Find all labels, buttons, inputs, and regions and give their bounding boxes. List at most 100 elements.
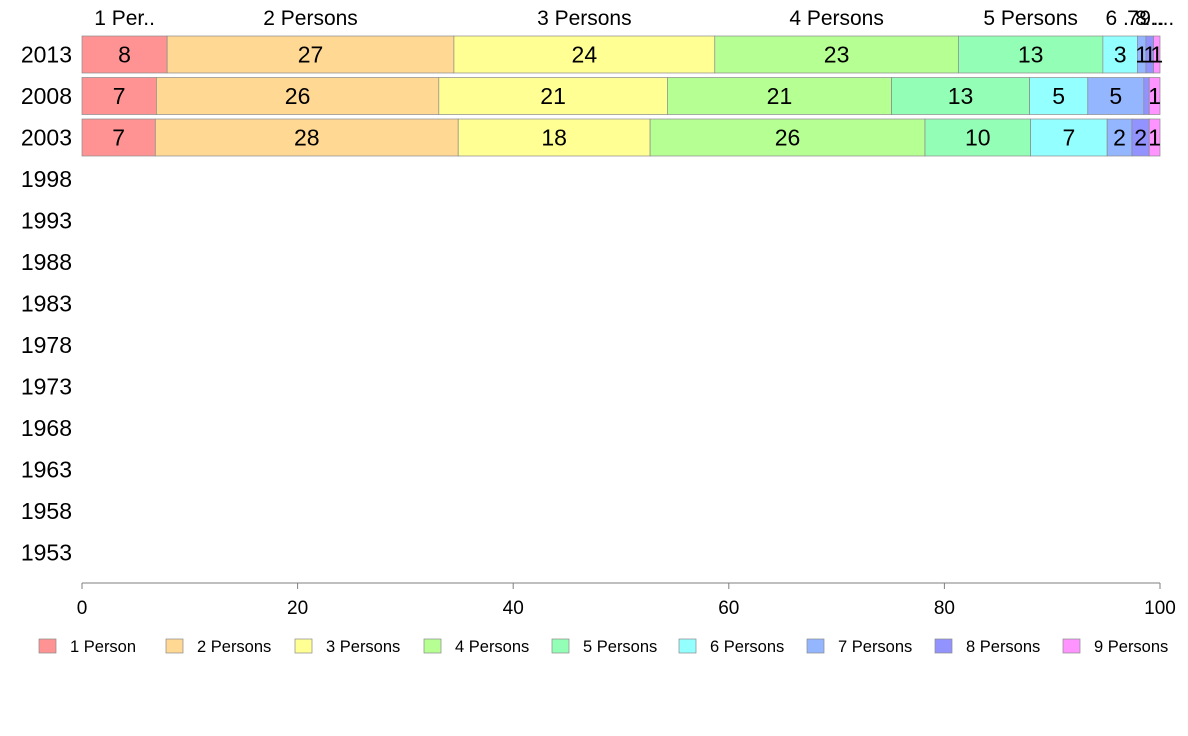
x-tick-label: 0: [77, 598, 88, 619]
top-series-label: 6 ..: [1106, 7, 1135, 30]
bar-segment: [714, 35, 959, 74]
bar-segment: [649, 118, 926, 157]
data-label: 5: [1052, 83, 1065, 109]
legend-label: 4 Persons: [455, 638, 529, 656]
legend-label: 2 Persons: [197, 638, 271, 656]
bar-segment: [667, 77, 892, 115]
bar-segment: [166, 35, 455, 74]
data-label: 21: [540, 83, 566, 109]
y-tick-label: 2003: [21, 125, 72, 151]
data-label: 8: [118, 42, 131, 68]
data-label: 1: [1148, 83, 1161, 109]
bar-segment: [1030, 118, 1108, 157]
legend-item: 6 Persons: [678, 638, 784, 656]
legend-label: 3 Persons: [326, 638, 400, 656]
legend-label: 9 Persons: [1094, 638, 1168, 656]
top-series-label: 2 Persons: [263, 7, 358, 30]
data-label: 23: [824, 42, 850, 68]
legend-item: 9 Persons: [1062, 638, 1168, 656]
data-label: 3: [1114, 42, 1127, 68]
x-tick-label: 80: [934, 598, 955, 619]
bar-segment: [924, 118, 1031, 157]
data-label: 2: [1134, 125, 1147, 151]
data-label: 5: [1109, 83, 1122, 109]
legend-swatch: [38, 638, 57, 654]
bar-segment: [1106, 118, 1133, 157]
top-series-label: 7 ..: [1127, 7, 1156, 30]
bar-segment: [154, 118, 459, 157]
data-label: 2: [1113, 125, 1126, 151]
data-label: 13: [1018, 42, 1044, 68]
bar-segment: [1153, 35, 1161, 74]
bar-segment: [438, 77, 668, 115]
data-label: 21: [767, 83, 793, 109]
bar-segment: [457, 118, 651, 157]
data-label: 27: [298, 42, 324, 68]
bar-segment: [81, 35, 168, 74]
x-tick-label: 20: [287, 598, 308, 619]
bar-segment: [1029, 77, 1089, 115]
legend-swatch: [551, 638, 570, 654]
legend-item: 5 Persons: [551, 638, 657, 656]
legend: 1 Person 2 Persons 3 Persons 4 Persons 5 Per…: [38, 638, 1168, 656]
legend-swatch: [934, 638, 953, 654]
data-label: 1: [1148, 125, 1161, 151]
legend-item: 4 Persons: [423, 638, 529, 656]
y-tick-label: 1983: [21, 291, 72, 317]
legend-swatch: [165, 638, 184, 654]
legend-swatch: [806, 638, 825, 654]
data-label: 26: [285, 83, 311, 109]
top-series-label: 9 ...: [1139, 7, 1174, 30]
y-tick-label: 2013: [21, 42, 72, 68]
y-tick-label: 1973: [21, 374, 72, 400]
y-tick-label: 1988: [21, 249, 72, 275]
x-tick-label: 100: [1144, 598, 1176, 619]
bar-segment: [1148, 118, 1161, 157]
data-label: 10: [965, 125, 991, 151]
legend-swatch: [294, 638, 313, 654]
data-label: 13: [948, 83, 974, 109]
legend-label: 8 Persons: [966, 638, 1040, 656]
x-axis: 0 20 40 60 80 100: [77, 582, 1176, 619]
bar-segment: [958, 35, 1104, 74]
top-series-label: 1 Per..: [94, 7, 155, 30]
data-label: 7: [112, 125, 125, 151]
data-label: 1: [1135, 42, 1148, 68]
bar-segment: [81, 77, 157, 115]
bar-segment: [1148, 77, 1161, 115]
data-label: 7: [1063, 125, 1076, 151]
data-label: 26: [775, 125, 801, 151]
y-tick-label: 2008: [21, 83, 72, 109]
legend-label: 7 Persons: [838, 638, 912, 656]
legend-item: 3 Persons: [294, 638, 400, 656]
y-tick-label: 1998: [21, 166, 72, 192]
top-series-labels: 1 Per.. 2 Persons 3 Persons 4 Persons 5 Pers…: [94, 7, 1174, 30]
legend-swatch: [678, 638, 697, 654]
y-tick-label: 1958: [21, 498, 72, 524]
legend-swatch: [423, 638, 442, 654]
top-series-label: 8 ..: [1135, 7, 1164, 30]
data-label: 18: [541, 125, 567, 151]
y-tick-label: 1978: [21, 332, 72, 358]
legend-label: 1 Person: [70, 638, 136, 656]
bar-segment: [453, 35, 716, 74]
legend-label: 5 Persons: [583, 638, 657, 656]
data-label: 24: [572, 42, 598, 68]
data-label: 1: [1150, 42, 1163, 68]
legend-item: 1 Person: [38, 638, 136, 656]
top-series-label: 5 Persons: [983, 7, 1078, 30]
bar-segment: [156, 77, 440, 115]
legend-item: 2 Persons: [165, 638, 271, 656]
bar-segment: [1087, 77, 1145, 115]
y-tick-label: 1953: [21, 540, 72, 566]
x-tick-label: 60: [718, 598, 739, 619]
x-tick-label: 40: [503, 598, 524, 619]
y-axis-labels: 2013 2008 2003 1998 1993 1988 1983 1978 1973 1968…: [21, 42, 72, 566]
legend-item: 8 Persons: [934, 638, 1040, 656]
data-label: 28: [294, 125, 320, 151]
legend-item: 7 Persons: [806, 638, 912, 656]
legend-label: 6 Persons: [710, 638, 784, 656]
top-series-label: 3 Persons: [537, 7, 632, 30]
